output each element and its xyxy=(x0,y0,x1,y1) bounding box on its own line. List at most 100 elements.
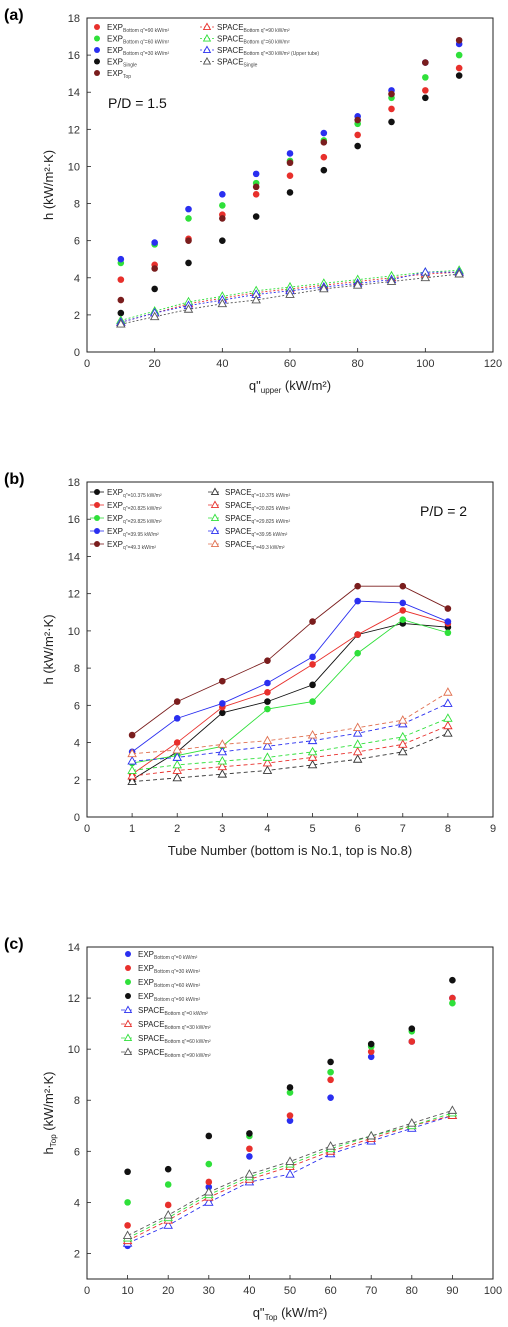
y-tick-label: 4 xyxy=(74,738,80,750)
data-point xyxy=(219,700,226,707)
data-point xyxy=(217,756,228,765)
data-point xyxy=(367,1048,375,1056)
legend-entry: SPACEq"=20.825 kW/m² xyxy=(208,500,290,512)
legend-marker xyxy=(210,513,220,521)
data-point xyxy=(185,237,192,244)
y-tick-label: 6 xyxy=(74,1146,80,1158)
data-point xyxy=(443,728,453,737)
chart-panel-1: (a) 0 20 40 60 80 100 120 0 2 4 6 8 10 12 14 16 18 q"upper… xyxy=(4,7,502,395)
data-point xyxy=(117,276,125,283)
data-point xyxy=(398,746,408,756)
data-point xyxy=(286,1117,294,1124)
data-point xyxy=(204,1197,214,1206)
legend-label: SPACEq"=29.825 kW/m² xyxy=(225,514,290,525)
x-tick-label: 8 xyxy=(445,823,451,835)
data-point xyxy=(422,87,429,94)
legend-label: SPACEBottom q"=0 kW/m² xyxy=(138,1006,208,1017)
legend-marker xyxy=(202,56,212,65)
legend-marker xyxy=(123,1033,133,1041)
data-point xyxy=(252,183,260,191)
legend-entry: EXPq"=49.3 kW/m² xyxy=(90,540,156,551)
data-point xyxy=(117,309,125,317)
data-point xyxy=(327,1068,334,1076)
data-point xyxy=(124,1168,131,1176)
data-point xyxy=(327,1094,334,1101)
legend-entry: SPACEq"=10.375 kW/m² xyxy=(208,487,290,499)
data-point xyxy=(127,748,137,758)
data-point xyxy=(264,689,271,696)
data-point xyxy=(127,770,137,780)
data-point xyxy=(449,994,456,1002)
data-point xyxy=(163,1210,173,1219)
data-point xyxy=(173,698,181,705)
data-point xyxy=(399,607,407,614)
legend-label: SPACEq"=49.3 kW/m² xyxy=(225,540,285,551)
y-axis-title: h (kW/m²·K) xyxy=(41,614,56,684)
x-tick-label: 6 xyxy=(355,823,361,835)
data-point xyxy=(219,190,226,198)
data-point xyxy=(367,1053,375,1061)
series-line xyxy=(132,619,449,764)
legend-entry: EXPSingle xyxy=(94,58,137,69)
data-point xyxy=(252,170,260,178)
data-point xyxy=(122,1230,133,1239)
data-point xyxy=(246,1153,253,1160)
series-line xyxy=(132,691,449,755)
data-point xyxy=(185,215,192,222)
legend-entry: EXPq"=10.375 kW/m² xyxy=(90,488,162,499)
data-point xyxy=(151,285,158,293)
data-point xyxy=(320,166,328,174)
y-tick-label: 8 xyxy=(74,1095,80,1107)
x-tick-label: 0 xyxy=(84,1285,90,1297)
series-line xyxy=(120,273,460,325)
y-tick-label: 0 xyxy=(74,812,80,824)
data-point xyxy=(262,765,273,774)
legend-entry: EXPBottom q"=60 kW/m² xyxy=(94,35,169,46)
data-point xyxy=(422,74,429,81)
y-tick-label: 2 xyxy=(74,1248,80,1260)
panel-letter: (c) xyxy=(4,936,24,953)
legend-label: EXPBottom q"=90 kW/m² xyxy=(107,23,169,34)
data-point xyxy=(309,618,316,625)
data-point xyxy=(262,757,273,767)
data-point xyxy=(264,698,271,705)
data-point xyxy=(264,705,271,713)
data-point xyxy=(454,268,464,278)
data-point xyxy=(185,259,192,267)
series-line xyxy=(127,1115,453,1242)
legend-label: EXPq"=39.95 kW/m² xyxy=(107,527,159,538)
x-tick-label: 100 xyxy=(484,1285,502,1297)
data-point xyxy=(172,759,182,769)
legend-label: SPACEBottom q"=90 kW/m² xyxy=(138,1048,211,1059)
data-point xyxy=(251,294,261,304)
y-tick-label: 10 xyxy=(68,626,80,638)
legend-entry: EXPBottom q"=0 kW/m² xyxy=(125,950,198,961)
data-point xyxy=(262,735,273,745)
x-tick-label: 7 xyxy=(400,823,406,835)
data-point xyxy=(307,752,318,761)
legend-entry: EXPBottom q"=90 kW/m² xyxy=(94,23,169,34)
data-point xyxy=(354,116,361,124)
x-tick-label: 70 xyxy=(365,1285,377,1297)
data-point xyxy=(325,1141,336,1150)
data-point xyxy=(455,64,463,72)
legend-marker xyxy=(202,33,212,42)
y-tick-label: 4 xyxy=(74,273,80,285)
series-space-9 xyxy=(116,268,464,328)
data-point xyxy=(127,756,137,765)
legend-label: EXPBottom q"=90 kW/m² xyxy=(138,992,200,1003)
series-space-5 xyxy=(122,1110,458,1247)
panel-letter: (b) xyxy=(4,471,24,488)
legend-label: EXPBottom q"=60 kW/m² xyxy=(107,35,169,46)
data-point xyxy=(252,190,260,198)
legend-marker xyxy=(125,979,131,985)
data-point xyxy=(164,1201,172,1209)
data-point xyxy=(398,715,408,724)
data-point xyxy=(205,1160,213,1168)
data-point xyxy=(443,720,453,730)
data-point xyxy=(285,289,295,298)
x-axis-title: Tube Number (bottom is No.1, top is No.8… xyxy=(168,843,412,858)
data-point xyxy=(399,616,407,624)
data-point xyxy=(352,728,363,737)
series-space-6 xyxy=(127,728,453,786)
